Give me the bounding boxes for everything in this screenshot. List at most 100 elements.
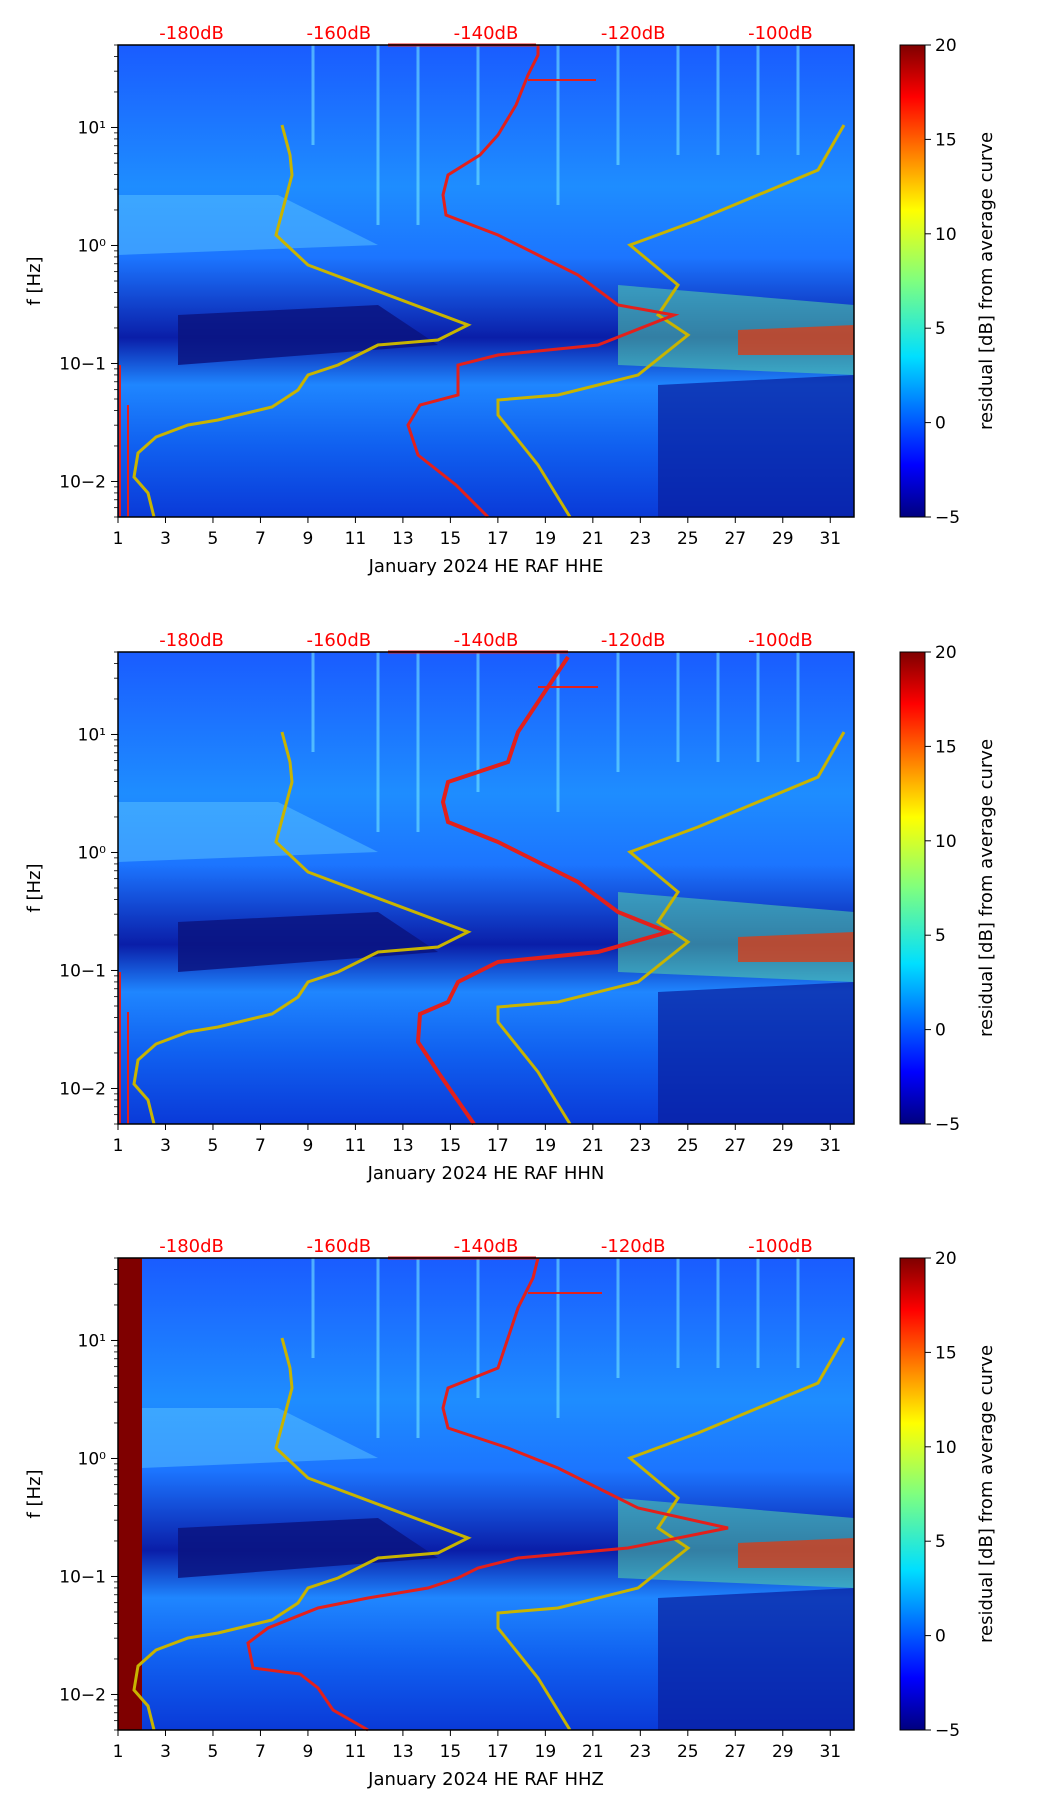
top-db-label: -140dB xyxy=(454,23,519,44)
y-tick-label: 10¹ xyxy=(78,1331,106,1351)
x-tick-label: 19 xyxy=(535,1742,557,1762)
model-curve-left xyxy=(132,124,472,518)
panel-hhn: 1 3 5 7 9 11 13 15 17 19 21 23 25 27 29 3110−210−110⁰10… xyxy=(24,630,997,1184)
colorbar-hhz: −5 0 5 10 15 20 residual [dB] from average cur… xyxy=(899,1249,997,1741)
hot-band xyxy=(738,932,854,962)
top-db-label: -180dB xyxy=(159,23,224,44)
colorbar-tick-label: 5 xyxy=(935,319,946,339)
colorbar-tick-label: 0 xyxy=(935,1627,946,1647)
model-curve-right xyxy=(496,1337,846,1731)
axes-hhn: 1 3 5 7 9 11 13 15 17 19 21 23 25 27 29 3110−210−110⁰10… xyxy=(24,630,841,1184)
dark-band xyxy=(178,305,438,365)
y-tick-label: 10−2 xyxy=(59,1685,106,1705)
dark-low xyxy=(658,375,854,517)
colorbar-hhn: −5 0 5 10 15 20 residual [dB] from average cur… xyxy=(899,643,997,1135)
x-tick-label: 29 xyxy=(772,529,794,549)
colorbar-tick-label: −5 xyxy=(935,508,960,528)
x-tick-label: 21 xyxy=(582,529,604,549)
model-curve-right xyxy=(496,731,846,1125)
x-tick-label: 29 xyxy=(772,1136,794,1156)
x-tick-label: 17 xyxy=(487,1136,509,1156)
x-tick-label: 13 xyxy=(392,1136,414,1156)
hot-band xyxy=(738,1538,854,1568)
x-tick-label: 1 xyxy=(113,529,124,549)
y-axis-label: f [Hz] xyxy=(24,256,45,305)
streaks xyxy=(311,1258,800,1438)
x-tick-label: 17 xyxy=(487,1742,509,1762)
x-tick-label: 15 xyxy=(440,1742,462,1762)
edge-line xyxy=(119,365,129,517)
top-db-label: -120dB xyxy=(601,1236,666,1257)
top-db-label: -180dB xyxy=(159,630,224,651)
top-db-label: -120dB xyxy=(601,630,666,651)
colorbar-tick-label: 15 xyxy=(935,1343,957,1363)
x-tick-label: 19 xyxy=(535,529,557,549)
x-tick-label: 31 xyxy=(819,1742,841,1762)
dark-band xyxy=(178,912,438,972)
colorbar-tick-label: 10 xyxy=(935,832,957,852)
colorbar-label: residual [dB] from average curve xyxy=(976,1345,997,1643)
top-db-label: -160dB xyxy=(306,23,371,44)
colorbar-tick-label: 20 xyxy=(935,643,957,663)
x-tick-label: 25 xyxy=(677,1742,699,1762)
y-tick-label: 10−1 xyxy=(59,354,106,374)
x-tick-label: 5 xyxy=(208,1136,219,1156)
x-tick-label: 3 xyxy=(160,1742,171,1762)
model-curve-right xyxy=(496,124,846,518)
top-db-label: -160dB xyxy=(306,1236,371,1257)
light-band xyxy=(118,195,378,255)
y-tick-label: 10⁰ xyxy=(78,236,107,256)
y-tick-label: 10⁰ xyxy=(78,1449,107,1469)
y-axis-label: f [Hz] xyxy=(24,863,45,912)
x-tick-label: 23 xyxy=(630,529,652,549)
x-tick-label: 1 xyxy=(113,1742,124,1762)
x-tick-label: 9 xyxy=(303,1136,314,1156)
x-tick-label: 7 xyxy=(255,1742,266,1762)
colorbar-tick-label: 0 xyxy=(935,1021,946,1041)
y-axis-label: f [Hz] xyxy=(24,1469,45,1518)
median-curve xyxy=(246,1257,729,1732)
y-tick-label: 10¹ xyxy=(78,725,106,745)
edge-line xyxy=(119,972,129,1124)
x-tick-label: 29 xyxy=(772,1742,794,1762)
x-tick-label: 5 xyxy=(208,1742,219,1762)
y-tick-label: 10−1 xyxy=(59,961,106,981)
x-tick-label: 13 xyxy=(392,1742,414,1762)
colorbar-tick-label: 5 xyxy=(935,926,946,946)
dark-band xyxy=(178,1518,438,1578)
x-tick-label: 11 xyxy=(345,1136,367,1156)
hot-band xyxy=(738,325,854,355)
model-curve-left xyxy=(132,1337,472,1731)
top-db-label: -140dB xyxy=(454,1236,519,1257)
top-db-label: -120dB xyxy=(601,23,666,44)
x-tick-label: 1 xyxy=(113,1136,124,1156)
panel-hhe: 1 3 5 7 9 11 13 15 17 19 21 23 25 27 29 3110−210−110⁰10… xyxy=(24,23,997,577)
x-tick-label: 13 xyxy=(392,529,414,549)
colorbar-label: residual [dB] from average curve xyxy=(976,132,997,430)
colorbar-tick-label: 10 xyxy=(935,225,957,245)
model-curve-left xyxy=(132,731,472,1125)
x-tick-label: 19 xyxy=(535,1136,557,1156)
y-tick-label: 10−2 xyxy=(59,1079,106,1099)
top-db-label: -140dB xyxy=(454,630,519,651)
y-tick-label: 10−1 xyxy=(59,1567,106,1587)
y-tick-label: 10⁰ xyxy=(78,843,107,863)
x-tick-label: 11 xyxy=(345,1742,367,1762)
colorbar-tick-label: 5 xyxy=(935,1532,946,1552)
colorbar-tick-label: 10 xyxy=(935,1438,957,1458)
x-tick-label: 27 xyxy=(724,1742,746,1762)
light-band xyxy=(118,802,378,862)
x-tick-label: 21 xyxy=(582,1136,604,1156)
top-db-label: -160dB xyxy=(306,630,371,651)
saturated-block xyxy=(118,1258,142,1730)
x-tick-label: 3 xyxy=(160,529,171,549)
dark-low xyxy=(658,1588,854,1730)
axes-hhz: 1 3 5 7 9 11 13 15 17 19 21 23 25 27 29 3110−210−110⁰10… xyxy=(24,1236,841,1790)
y-tick-label: 10−2 xyxy=(59,472,106,492)
x-tick-label: 31 xyxy=(819,529,841,549)
x-tick-label: 25 xyxy=(677,529,699,549)
x-tick-label: 27 xyxy=(724,529,746,549)
x-axis-label: January 2024 HE RAF HHZ xyxy=(367,1769,604,1790)
